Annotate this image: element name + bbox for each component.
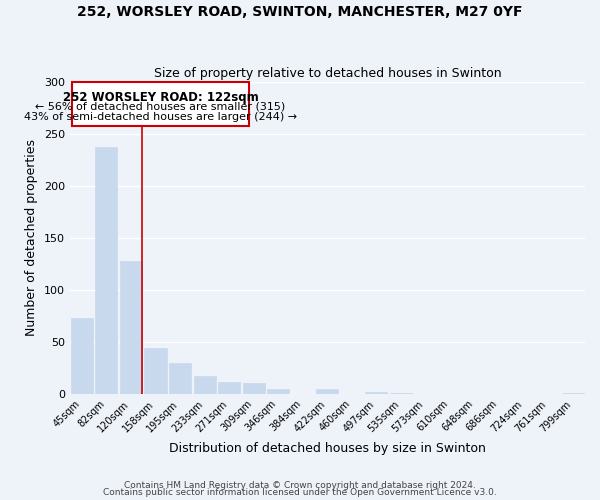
Y-axis label: Number of detached properties: Number of detached properties bbox=[25, 140, 38, 336]
Bar bbox=[194, 376, 215, 394]
Text: Contains public sector information licensed under the Open Government Licence v3: Contains public sector information licen… bbox=[103, 488, 497, 497]
Text: ← 56% of detached houses are smaller (315): ← 56% of detached houses are smaller (31… bbox=[35, 102, 286, 112]
Bar bbox=[242, 384, 265, 394]
Bar bbox=[562, 393, 584, 394]
Bar bbox=[267, 388, 289, 394]
Bar bbox=[169, 362, 191, 394]
X-axis label: Distribution of detached houses by size in Swinton: Distribution of detached houses by size … bbox=[169, 442, 486, 455]
Bar bbox=[316, 388, 338, 394]
Bar bbox=[95, 146, 118, 394]
Bar bbox=[71, 318, 93, 394]
Bar bbox=[365, 392, 388, 394]
Bar bbox=[145, 348, 167, 394]
Bar bbox=[120, 261, 142, 394]
Text: 252 WORSLEY ROAD: 122sqm: 252 WORSLEY ROAD: 122sqm bbox=[62, 92, 259, 104]
Title: Size of property relative to detached houses in Swinton: Size of property relative to detached ho… bbox=[154, 66, 501, 80]
Text: 252, WORSLEY ROAD, SWINTON, MANCHESTER, M27 0YF: 252, WORSLEY ROAD, SWINTON, MANCHESTER, … bbox=[77, 5, 523, 19]
Bar bbox=[390, 393, 412, 394]
Text: 43% of semi-detached houses are larger (244) →: 43% of semi-detached houses are larger (… bbox=[24, 112, 297, 122]
Bar bbox=[218, 382, 240, 394]
FancyBboxPatch shape bbox=[72, 82, 249, 126]
Text: Contains HM Land Registry data © Crown copyright and database right 2024.: Contains HM Land Registry data © Crown c… bbox=[124, 480, 476, 490]
